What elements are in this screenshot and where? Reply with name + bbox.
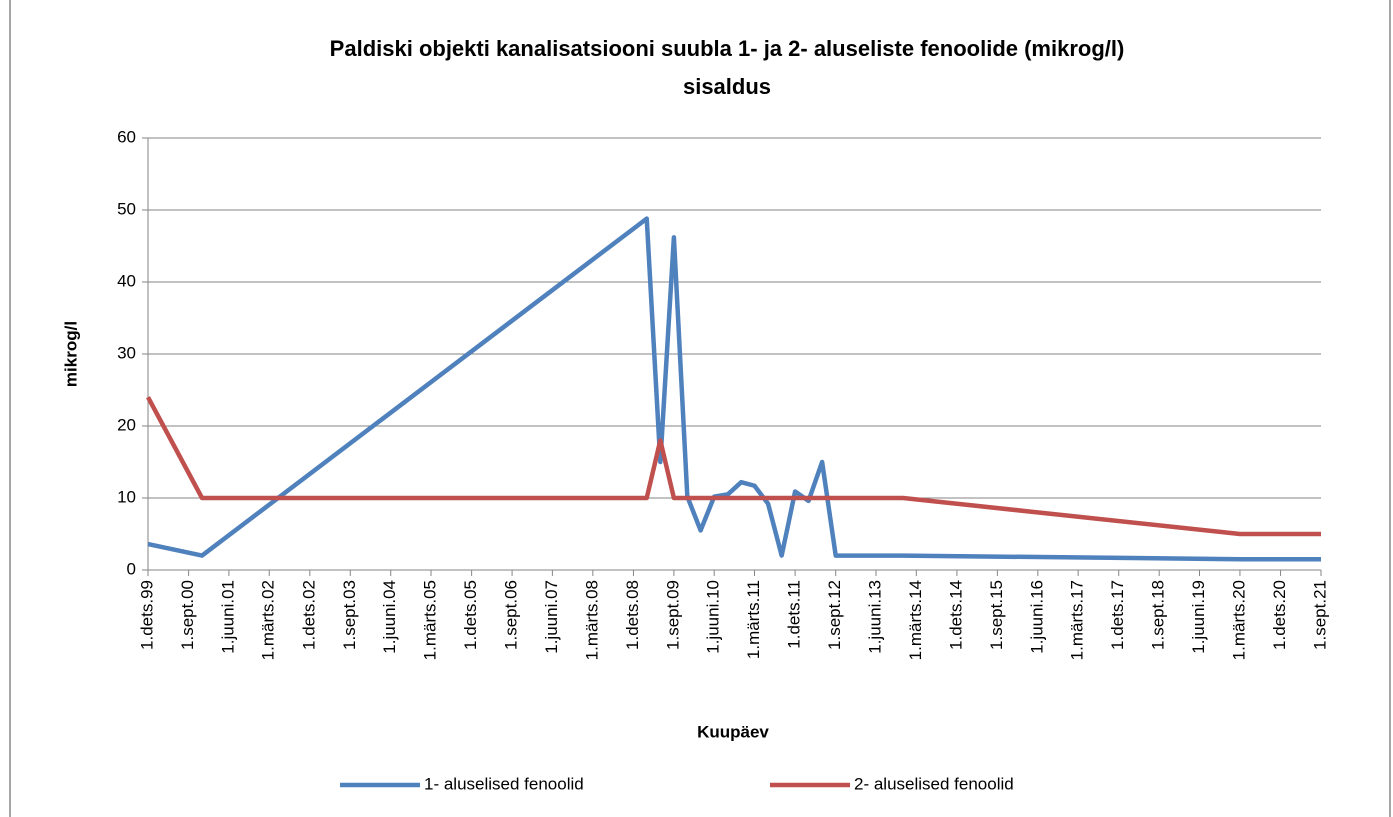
x-tick-label: 1.sept.09 — [663, 580, 682, 650]
x-tick-label: 1.sept.15 — [987, 580, 1006, 650]
x-tick-label: 1.sept.00 — [178, 580, 197, 650]
x-tick-label: 1.dets.20 — [1270, 580, 1289, 650]
legend-label: 2- aluselised fenoolid — [854, 774, 1014, 793]
x-tick-label: 1.dets.17 — [1108, 580, 1127, 650]
chart-frame — [9, 0, 1391, 817]
x-tick-label: 1.märts.02 — [259, 580, 278, 660]
x-tick-label: 1.juuni.01 — [218, 580, 237, 654]
x-tick-label: 1.juuni.04 — [380, 580, 399, 654]
x-tick-label: 1.sept.06 — [502, 580, 521, 650]
y-tick-label: 30 — [117, 343, 136, 362]
x-tick-label: 1.juuni.19 — [1189, 580, 1208, 654]
x-tick-label: 1.dets.02 — [299, 580, 318, 650]
x-tick-label: 1.sept.18 — [1149, 580, 1168, 650]
x-tick-label: 1.sept.12 — [825, 580, 844, 650]
x-tick-label: 1.märts.11 — [744, 580, 763, 659]
data-line — [146, 396, 1321, 537]
y-tick-label: 60 — [117, 127, 136, 146]
x-tick-label: 1.dets.14 — [946, 580, 965, 650]
x-tick-label: 1.märts.20 — [1229, 580, 1248, 660]
x-tick-label: 1.märts.14 — [906, 580, 925, 660]
x-tick-label: 1.juuni.16 — [1027, 580, 1046, 654]
x-tick-label: 1.juuni.10 — [704, 580, 723, 654]
y-tick-label: 50 — [117, 199, 136, 218]
y-axis-label: mikrog/l — [61, 321, 80, 387]
x-axis-label: Kuupäev — [697, 722, 769, 741]
x-tick-label: 1.dets.11 — [785, 580, 804, 649]
x-tick-label: 1.märts.17 — [1068, 580, 1087, 660]
x-tick-label: 1.juuni.13 — [865, 580, 884, 654]
y-tick-label: 40 — [117, 271, 136, 290]
x-tick-label: 1.dets.08 — [623, 580, 642, 650]
y-tick-label: 20 — [117, 415, 136, 434]
x-tick-label: 1.sept.21 — [1310, 580, 1329, 650]
chart-subtitle: sisaldus — [683, 74, 771, 99]
x-tick-label: 1.märts.08 — [582, 580, 601, 660]
x-tick-label: 1.dets.99 — [137, 580, 156, 650]
chart-title: Paldiski objekti kanalisatsiooni suubla … — [330, 36, 1125, 61]
data-line — [147, 216, 1321, 562]
y-tick-label: 10 — [117, 487, 136, 506]
legend-label: 1- aluselised fenoolid — [424, 774, 584, 793]
x-tick-label: 1.dets.05 — [461, 580, 480, 650]
x-tick-label: 1.juuni.07 — [542, 580, 561, 654]
x-tick-label: 1.märts.05 — [421, 580, 440, 660]
x-tick-label: 1.sept.03 — [340, 580, 359, 650]
y-tick-label: 0 — [127, 559, 136, 578]
